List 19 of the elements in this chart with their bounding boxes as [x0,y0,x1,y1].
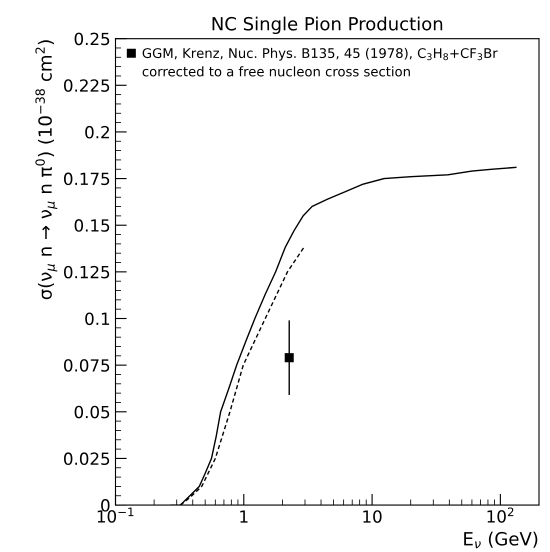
y-tick-label: 0.025 [64,452,110,466]
text: σ(ν$_{μ}$ n → ν$_{μ}$ n π$^{0}$) (10$^{−38}$ cm$^{2}$) [35,40,58,300]
y-tick-label: 0.1 [85,312,110,326]
x-axis-title: E$_{ν}$ (GeV) [464,532,538,548]
y-tick-label: 0.125 [64,266,110,278]
y-tick-label: 0.075 [64,359,110,372]
x-tick-label: 1 [240,510,248,523]
y-tick-label: 0.15 [74,219,110,232]
annotation: corrected to a free nucleon cross section [142,66,410,76]
x-tick-label: 10$^{2}$ [488,507,514,523]
x-tick-label: 10 [363,510,382,523]
y-tick-label: 0.05 [74,406,110,418]
y-tick-label: 0.25 [74,32,110,46]
y-tick-label: 0.225 [64,79,110,92]
legend-label: GGM, Krenz, Nuc. Phys. B135, 45 (1978), C$_{3}$H$_{8}$+CF$_{3}$Br [142,48,498,61]
y-tick-label: 0 [101,499,110,512]
y-tick-label: 0.175 [64,172,110,186]
chart-title: NC Single Pion Production [212,16,442,34]
y-tick-label: 0.2 [85,126,109,138]
